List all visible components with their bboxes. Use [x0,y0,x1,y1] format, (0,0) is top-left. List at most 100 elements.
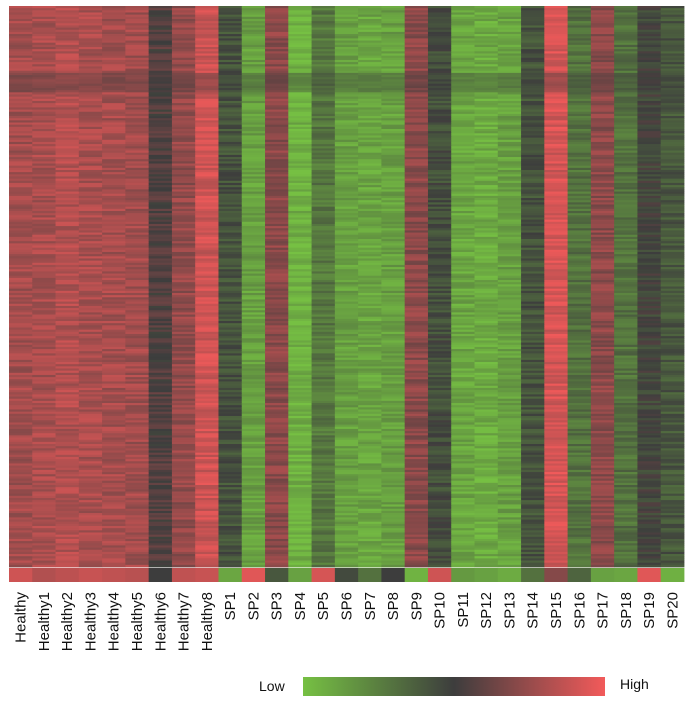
heatmap-cell [288,381,312,384]
heatmap-cell [9,482,33,486]
heatmap-cell [9,189,33,192]
heatmap-cell [241,299,266,303]
heatmap-cell [9,70,33,74]
heatmap-cell [381,366,406,369]
heatmap-cell [218,79,243,82]
heatmap-cell [55,176,80,180]
heatmap-cell [102,558,126,561]
heatmap-cell [32,446,56,449]
heatmap-cell [358,521,382,525]
heatmap-cell [241,70,266,74]
heatmap-cell [241,435,266,438]
heatmap-cell [55,521,80,525]
heatmap-cell [9,321,33,324]
heatmap-cell [32,42,56,46]
heatmap-cell [334,275,359,279]
heatmap-cell [9,532,33,536]
heatmap-cell [404,497,429,501]
heatmap-cell [427,362,452,365]
heatmap-cell [358,8,382,11]
heatmap-cell [125,374,150,378]
heatmap-cell [78,474,103,477]
heatmap-cell [404,461,429,464]
heatmap-cell [265,53,289,57]
heatmap-cell [288,431,312,434]
heatmap-cell [171,109,196,113]
heatmap-cell [381,202,406,205]
heatmap-cell [427,295,452,298]
heatmap-cell [311,133,336,136]
heatmap-cell [125,362,150,365]
heatmap-cell [265,148,289,151]
heatmap-cell [404,6,429,9]
heatmap-cell [358,398,382,402]
heatmap-cell [358,36,382,39]
heatmap-cell [311,441,336,445]
heatmap-cell [334,534,359,538]
heatmap-cell [55,191,80,195]
heatmap-column-Healthy2 [55,6,80,582]
heatmap-cell [288,262,312,266]
heatmap-cell [334,57,359,61]
heatmap-cell [288,219,312,223]
heatmap-cell [102,321,126,324]
heatmap-cell [171,534,196,538]
heatmap-cell [55,435,80,438]
heatmap-cell [241,321,266,324]
heatmap-cell [288,189,312,192]
heatmap-cell [311,55,336,59]
heatmap-cell [427,463,452,466]
heatmap-cell [148,433,173,436]
heatmap-cell [148,144,173,147]
heatmap-cell [9,59,33,63]
heatmap-cell [218,198,243,201]
heatmap-cell [9,392,33,395]
heatmap-cell [9,545,33,548]
heatmap-cell [381,301,406,305]
heatmap-cell [311,325,336,328]
heatmap-cell [102,331,126,335]
heatmap-cell [358,193,382,197]
heatmap-cell [195,500,219,503]
heatmap-cell [78,131,103,134]
heatmap-cell [195,34,219,37]
heatmap-cell [171,111,196,115]
heatmap-cell [358,476,382,479]
heatmap-cell [78,562,103,566]
heatmap-cell [78,463,103,466]
heatmap-cell [55,387,80,391]
heatmap-cell [358,176,382,180]
heatmap-cell [218,12,243,16]
heatmap-cell [265,472,289,475]
heatmap-cell [32,165,56,169]
heatmap-cell [311,541,336,544]
heatmap-cell [241,273,266,277]
heatmap-cell [311,327,336,331]
heatmap-cell [358,103,382,106]
heatmap-cell [358,217,382,221]
heatmap-cell [195,269,219,272]
heatmap-cell [55,27,80,31]
heatmap-cell [288,366,312,369]
heatmap-cell [125,14,150,18]
heatmap-cell [241,18,266,22]
heatmap-cell [427,180,452,184]
heatmap-cell [55,256,80,259]
heatmap-cell [427,185,452,188]
heatmap-cell [125,152,150,156]
heatmap-cell [78,426,103,430]
heatmap-cell [125,392,150,395]
heatmap-cell [55,221,80,225]
heatmap-cell [427,297,452,300]
heatmap-cell [9,72,33,76]
heatmap-cell [334,523,359,527]
heatmap-cell [241,247,266,251]
heatmap-cell [288,538,312,542]
heatmap-cell [55,536,80,540]
heatmap-cell [358,469,382,473]
heatmap-cell [288,349,312,352]
heatmap-cell [334,68,359,72]
heatmap-cell [55,273,80,277]
heatmap-cell [334,323,359,326]
heatmap-cell [334,564,359,568]
